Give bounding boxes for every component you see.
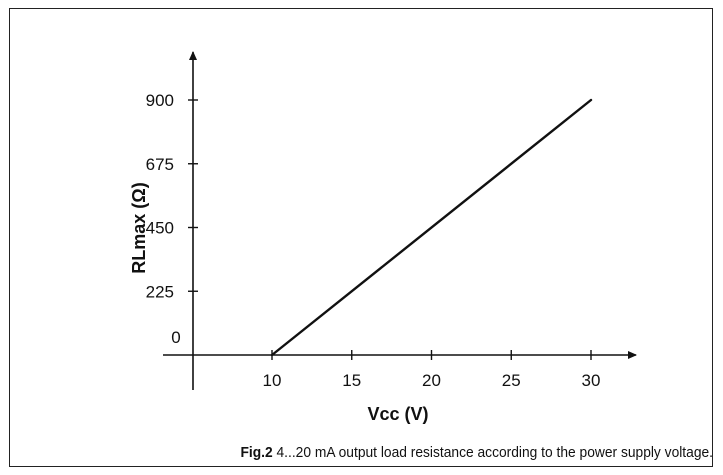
- figure-caption: Fig.2 4...20 mA output load resistance a…: [57, 444, 713, 461]
- y-axis-title: RLmax (Ω): [129, 182, 149, 273]
- y-tick-label: 675: [146, 155, 174, 174]
- x-tick-label: 15: [342, 371, 361, 390]
- x-tick-label: 25: [502, 371, 521, 390]
- figure-frame: [9, 8, 713, 467]
- x-axis-title: Vcc (V): [367, 404, 428, 424]
- y-tick-label: 450: [146, 219, 174, 238]
- y-tick-label: 0: [171, 328, 180, 347]
- caption-label: Fig.2: [240, 444, 273, 461]
- caption-text: 4...20 mA output load resistance accordi…: [272, 444, 713, 461]
- y-tick-label: 225: [146, 282, 174, 301]
- y-tick-label: 900: [146, 91, 174, 110]
- x-tick-label: 20: [422, 371, 441, 390]
- series-line-0: [270, 98, 593, 357]
- x-tick-label: 10: [263, 371, 282, 390]
- x-tick-label: 30: [582, 371, 601, 390]
